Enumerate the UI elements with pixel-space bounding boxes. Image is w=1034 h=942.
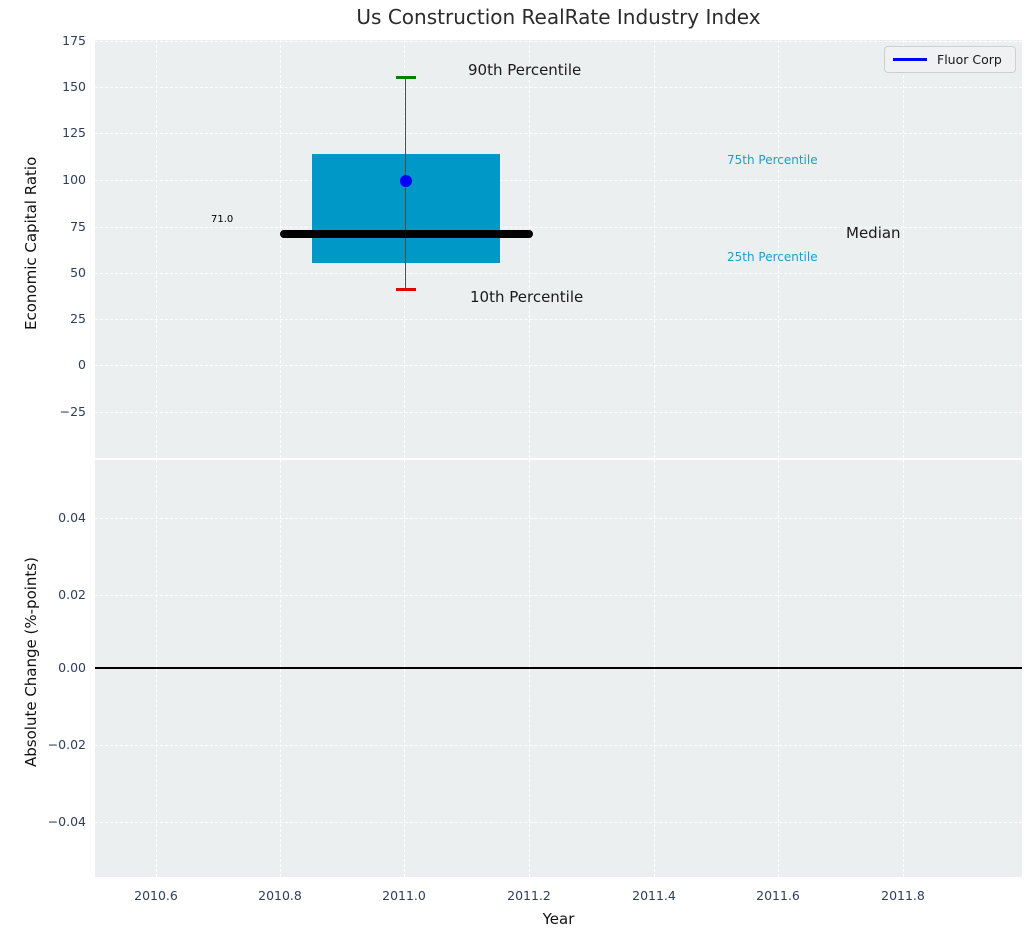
- x-axis-label: Year: [542, 910, 575, 928]
- x-tick-label: 2010.8: [258, 888, 302, 903]
- annotation-25th-percentile: 25th Percentile: [727, 250, 818, 264]
- y-tick-label: 75: [70, 219, 86, 234]
- legend-label: Fluor Corp: [937, 52, 1002, 67]
- gridline: [95, 745, 1022, 746]
- bottom-y-axis-label: Absolute Change (%-points): [22, 557, 40, 767]
- gridline: [95, 319, 1022, 320]
- gridline: [95, 595, 1022, 596]
- gridline: [95, 87, 1022, 88]
- y-tick-label: −25: [59, 404, 86, 419]
- y-tick-label: 25: [70, 311, 86, 326]
- gridline: [654, 40, 655, 458]
- whisker-cap-90th: [396, 76, 416, 79]
- legend: Fluor Corp: [884, 46, 1016, 73]
- top-y-axis-label: Economic Capital Ratio: [22, 156, 40, 330]
- annotation-median-value: 71.0: [211, 214, 234, 225]
- x-tick-label: 2011.6: [756, 888, 800, 903]
- x-tick-label: 2010.6: [134, 888, 178, 903]
- y-tick-label: 150: [62, 79, 86, 94]
- gridline: [95, 822, 1022, 823]
- interquartile-box: [312, 154, 500, 263]
- fluor-corp-data-point: [400, 175, 412, 187]
- gridline: [156, 40, 157, 458]
- annotation-10th-percentile: 10th Percentile: [470, 288, 584, 306]
- median-line: [280, 230, 533, 238]
- x-tick-label: 2011.2: [507, 888, 551, 903]
- y-tick-label: 0.00: [58, 660, 86, 675]
- zero-reference-line: [95, 667, 1022, 669]
- y-tick-label: −0.02: [47, 737, 86, 752]
- y-tick-label: 175: [62, 33, 86, 48]
- y-tick-label: 125: [62, 125, 86, 140]
- gridline: [95, 412, 1022, 413]
- y-tick-label: 100: [62, 172, 86, 187]
- gridline: [529, 40, 530, 458]
- gridline: [95, 365, 1022, 366]
- gridline: [95, 180, 1022, 181]
- gridline: [280, 40, 281, 458]
- x-tick-label: 2011.0: [382, 888, 426, 903]
- y-tick-label: 50: [70, 265, 86, 280]
- y-tick-label: 0.04: [58, 510, 86, 525]
- gridline: [778, 40, 779, 458]
- y-tick-label: −0.04: [47, 814, 86, 829]
- x-tick-label: 2011.8: [881, 888, 925, 903]
- gridline: [95, 273, 1022, 274]
- gridline: [95, 41, 1022, 42]
- y-tick-label: 0.02: [58, 587, 86, 602]
- gridline: [903, 40, 904, 458]
- gridline: [95, 518, 1022, 519]
- gridline: [95, 227, 1022, 228]
- y-tick-label: 0: [78, 357, 86, 372]
- bottom-plot-area: [95, 460, 1022, 877]
- x-tick-label: 2011.4: [632, 888, 676, 903]
- annotation-median: Median: [846, 224, 901, 242]
- legend-line-swatch: [893, 58, 927, 61]
- chart-title: Us Construction RealRate Industry Index: [356, 5, 761, 29]
- whisker-cap-10th: [396, 288, 416, 291]
- top-plot-area: 90th Percentile 10th Percentile 75th Per…: [95, 40, 1022, 458]
- gridline: [95, 133, 1022, 134]
- annotation-90th-percentile: 90th Percentile: [468, 61, 582, 79]
- annotation-75th-percentile: 75th Percentile: [727, 153, 818, 167]
